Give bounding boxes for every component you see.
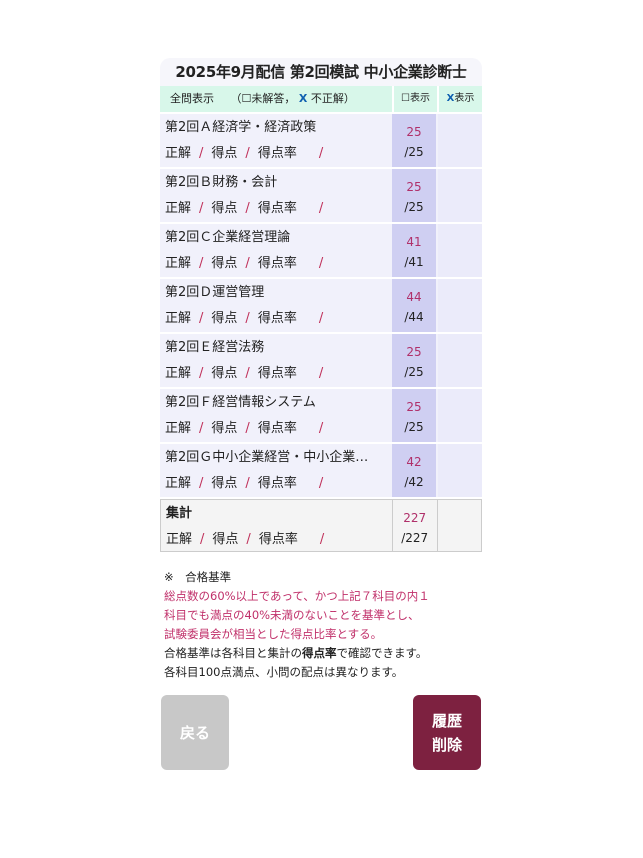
unanswered-cell[interactable]: 25/25	[392, 389, 436, 442]
subject-score: 25	[406, 400, 422, 414]
subject-row[interactable]: 第2回Ｃ企業経営理論 正解 / 得点 / 得点率/ 41/41	[160, 224, 482, 277]
wrong-cell[interactable]	[438, 114, 482, 167]
wrong-cell[interactable]	[438, 444, 482, 497]
subject-name: 第2回Ｆ経営情報システム	[165, 395, 316, 410]
subject-row[interactable]: 第2回Ｆ経営情報システム 正解 / 得点 / 得点率/ 25/25	[160, 389, 482, 442]
subject-name: 第2回Ｂ財務・会計	[165, 175, 278, 190]
subject-name: 第2回Ｄ運営管理	[165, 285, 265, 300]
subject-stats: 正解 / 得点 / 得点率 /	[165, 201, 324, 216]
subject-total: /25	[404, 200, 424, 214]
subject-name: 第2回Ｃ企業経営理論	[165, 230, 291, 245]
subject-total: /25	[404, 145, 424, 159]
subject-stats: 正解 / 得点 / 得点率 /	[165, 311, 324, 326]
subject-total: /41	[404, 255, 424, 269]
subject-total: /42	[404, 475, 424, 489]
subject-row[interactable]: 第2回Ｂ財務・会計 正解 / 得点 / 得点率/ 25/25	[160, 169, 482, 222]
unanswered-cell[interactable]: 42/42	[392, 444, 436, 497]
pass-criteria-notes: ※ 合格基準 総点数の60%以上であって、かつ上記７科目の内１ 科目でも満点の4…	[164, 570, 430, 679]
wrong-cell[interactable]	[438, 224, 482, 277]
subject-name: 第2回Ｇ中小企業経営・中小企業…	[165, 450, 369, 465]
subject-stats: 正解 / 得点 / 得点率 /	[165, 366, 324, 381]
unanswered-cell[interactable]: 25/25	[392, 114, 436, 167]
subject-score: 25	[406, 180, 422, 194]
subject-total: /44	[404, 310, 424, 324]
subject-total: /25	[404, 365, 424, 379]
wrong-cell[interactable]	[438, 334, 482, 387]
show-all-button[interactable]: 全問表示 （☐未解答， X 不正解）	[170, 92, 355, 105]
page-title: 2025年9月配信 第2回模試 中小企業診断士	[160, 58, 482, 86]
subject-stats: 正解 / 得点 / 得点率 /	[165, 256, 324, 271]
subject-row[interactable]: 第2回Ｅ経営法務 正解 / 得点 / 得点率/ 25/25	[160, 334, 482, 387]
summary-total: /227	[401, 531, 429, 545]
subject-name: 第2回Ａ経済学・経済政策	[165, 120, 317, 135]
subject-stats: 正解 / 得点 / 得点率 /	[165, 421, 324, 436]
summary-stats: 正解 / 得点 / 得点率 /	[166, 532, 325, 547]
unanswered-cell[interactable]: 25/25	[392, 334, 436, 387]
show-wrong-button[interactable]: X表示	[437, 86, 482, 112]
subject-stats: 正解 / 得点 / 得点率 /	[165, 146, 324, 161]
summary-score: 227	[403, 511, 427, 525]
wrong-cell[interactable]	[438, 389, 482, 442]
show-unanswered-button[interactable]: ☐表示	[392, 86, 437, 112]
wrong-cell[interactable]	[438, 169, 482, 222]
back-button[interactable]: 戻る	[161, 695, 229, 770]
subject-row[interactable]: 第2回Ｄ運営管理 正解 / 得点 / 得点率/ 44/44	[160, 279, 482, 332]
unanswered-cell[interactable]: 41/41	[392, 224, 436, 277]
subject-row[interactable]: 第2回Ａ経済学・経済政策 正解 / 得点 / 得点率/ 25/25	[160, 114, 482, 167]
subject-total: /25	[404, 420, 424, 434]
results-panel: 2025年9月配信 第2回模試 中小企業診断士 全問表示 （☐未解答， X 不正…	[160, 58, 482, 552]
delete-history-button[interactable]: 履歴 削除	[413, 695, 481, 770]
summary-label: 集計	[166, 506, 193, 521]
wrong-cell[interactable]	[438, 279, 482, 332]
subject-score: 44	[406, 290, 422, 304]
subject-row[interactable]: 第2回Ｇ中小企業経営・中小企業… 正解 / 得点 / 得点率/ 42/42	[160, 444, 482, 497]
subject-score: 41	[406, 235, 422, 249]
subject-score: 25	[406, 345, 422, 359]
summary-row[interactable]: 集計 正解 / 得点 / 得点率/ 227/227	[160, 499, 482, 552]
subject-name: 第2回Ｅ経営法務	[165, 340, 265, 355]
subject-score: 42	[406, 455, 422, 469]
summary-wrong-cell[interactable]	[437, 500, 481, 551]
table-header: 全問表示 （☐未解答， X 不正解） ☐表示 X表示	[160, 86, 482, 112]
unanswered-cell[interactable]: 44/44	[392, 279, 436, 332]
subject-stats: 正解 / 得点 / 得点率 /	[165, 476, 324, 491]
subject-score: 25	[406, 125, 422, 139]
unanswered-cell[interactable]: 25/25	[392, 169, 436, 222]
